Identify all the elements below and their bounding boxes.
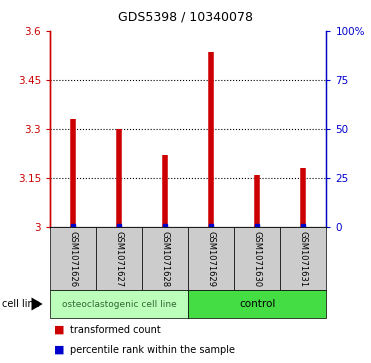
Text: GSM1071626: GSM1071626 xyxy=(69,231,78,287)
Text: GSM1071628: GSM1071628 xyxy=(161,231,170,287)
Text: GSM1071631: GSM1071631 xyxy=(299,231,308,287)
Text: GDS5398 / 10340078: GDS5398 / 10340078 xyxy=(118,11,253,24)
Text: GSM1071630: GSM1071630 xyxy=(253,231,262,287)
Text: GSM1071629: GSM1071629 xyxy=(207,231,216,287)
Polygon shape xyxy=(32,298,43,310)
Text: percentile rank within the sample: percentile rank within the sample xyxy=(70,345,236,355)
Text: GSM1071627: GSM1071627 xyxy=(115,231,124,287)
Text: ■: ■ xyxy=(54,345,64,355)
Text: ■: ■ xyxy=(54,325,64,335)
Text: osteoclastogenic cell line: osteoclastogenic cell line xyxy=(62,299,177,309)
Text: control: control xyxy=(239,299,276,309)
Text: cell line: cell line xyxy=(2,299,40,309)
Text: transformed count: transformed count xyxy=(70,325,161,335)
